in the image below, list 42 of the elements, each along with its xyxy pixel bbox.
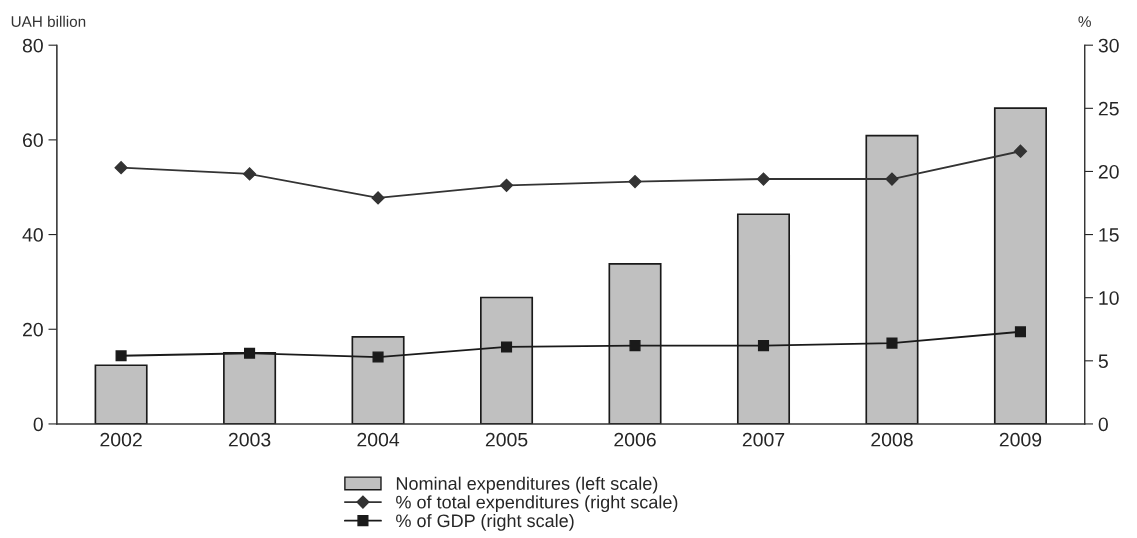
x-tick-label: 2002 [100, 432, 142, 447]
point [1013, 144, 1028, 158]
point [499, 178, 514, 192]
y-axis-title: UAH billion [11, 15, 86, 28]
legend-label: % of total expenditures (right scale) [396, 495, 678, 513]
y2-tick-label: 25 [1098, 101, 1119, 116]
point [372, 351, 384, 363]
x-tick-label: 2005 [485, 432, 528, 447]
y2-tick-label: 20 [1098, 164, 1119, 179]
point [886, 337, 898, 349]
point [115, 350, 127, 362]
x-tick-label: 2007 [742, 432, 785, 447]
y-tick-label: 60 [23, 133, 43, 148]
y2-axis-title: % [1078, 16, 1091, 27]
point [244, 347, 256, 359]
y-tick-label: 20 [23, 322, 43, 337]
legend-label: Nominal expenditures (left scale) [396, 476, 658, 494]
x-tick-label: 2009 [999, 432, 1042, 447]
point [629, 340, 641, 352]
x-tick-label: 2003 [228, 432, 271, 447]
point [242, 167, 257, 181]
y-tick-label: 0 [33, 417, 43, 432]
x-tick-label: 2008 [871, 432, 913, 447]
y-tick-label: 40 [22, 228, 43, 242]
x-tick-label: 2006 [614, 432, 656, 447]
point [628, 174, 642, 189]
point [885, 172, 899, 186]
point [500, 341, 513, 353]
y2-tick-label: 30 [1098, 38, 1119, 53]
y2-tick-label: 10 [1099, 291, 1119, 305]
y2-tick-label: 0 [1098, 417, 1108, 432]
point [371, 191, 385, 205]
legend-label: % of GDP (right scale) [396, 513, 574, 531]
point [757, 340, 770, 352]
y2-tick-label: 5 [1098, 354, 1108, 369]
point [114, 161, 128, 175]
bar [94, 364, 148, 424]
x-tick-label: 2004 [357, 432, 400, 447]
y2-tick-label: 15 [1099, 228, 1119, 242]
point [756, 172, 771, 186]
y-tick-label: 80 [22, 38, 43, 53]
point [1014, 326, 1027, 338]
